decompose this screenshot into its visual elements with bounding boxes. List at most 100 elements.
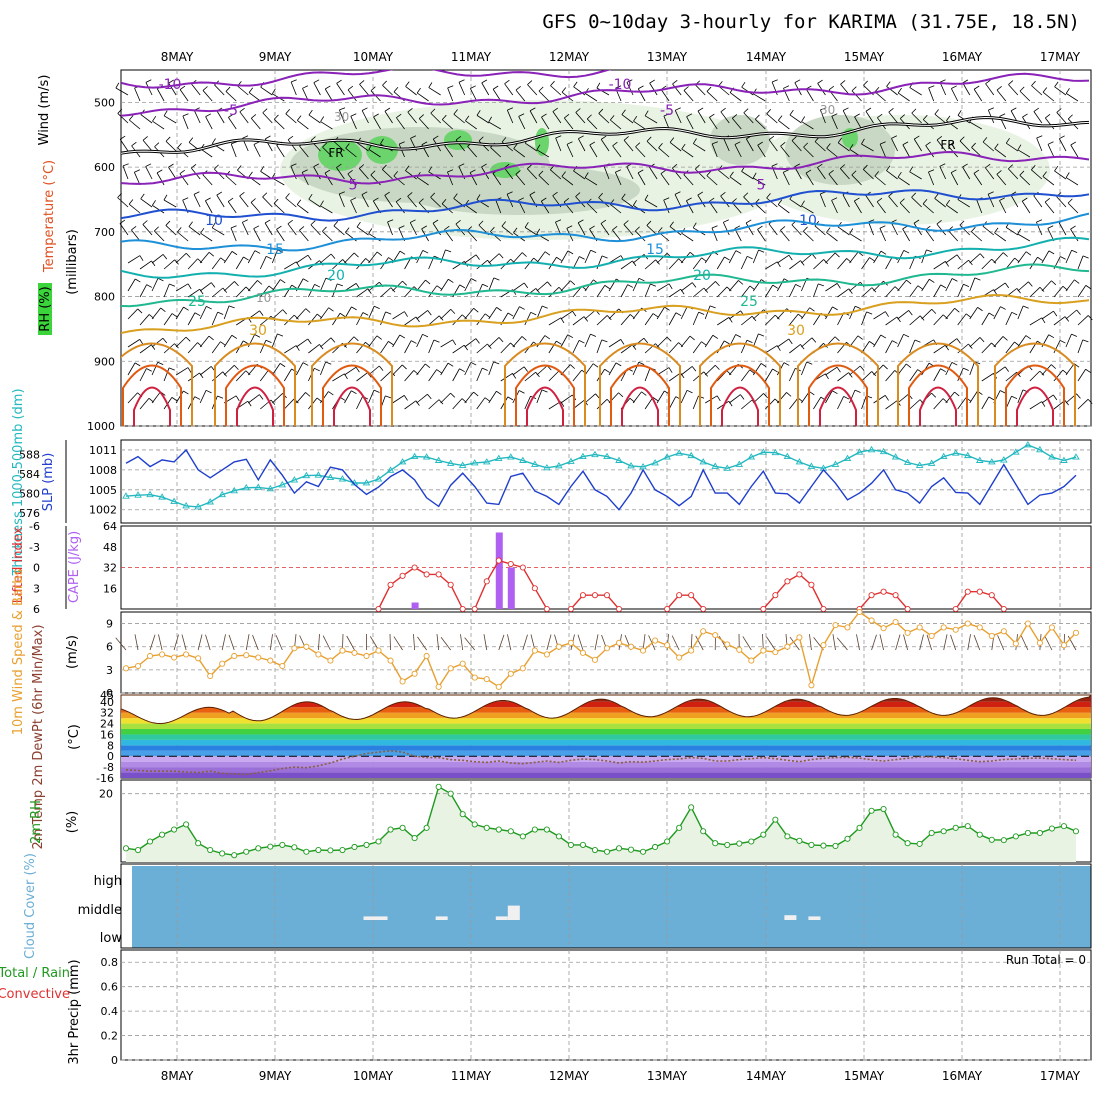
wind-barb	[711, 227, 718, 242]
li-tick-label: -6	[29, 520, 40, 533]
wind-barb	[563, 198, 570, 203]
rh2m-point	[808, 841, 815, 848]
wind-barb	[1041, 250, 1050, 264]
panel-frame	[120, 863, 1092, 949]
wind-barb	[1048, 334, 1055, 339]
wind-barb	[276, 145, 285, 158]
heat-contour	[919, 386, 957, 426]
wind-barb	[886, 81, 891, 87]
wind-barb	[885, 286, 896, 298]
wind-barb	[296, 308, 307, 320]
wind-barb	[211, 138, 216, 144]
thickness-point	[206, 498, 214, 505]
wind-barb	[913, 138, 922, 152]
rh2m-point	[1012, 833, 1019, 840]
wind-barb	[202, 90, 213, 102]
wind-barb	[1042, 91, 1055, 102]
wind-barb	[308, 313, 318, 326]
wind-speed-point	[471, 674, 478, 681]
wind-speed-point	[303, 643, 310, 650]
rh-shading	[535, 128, 549, 156]
wind-barb	[962, 79, 969, 84]
wind-barb	[548, 340, 557, 354]
wind-barb	[200, 232, 213, 242]
wind-barb	[152, 115, 157, 122]
wind-barb	[608, 362, 617, 376]
wind-barb	[879, 225, 886, 229]
wind-barb	[367, 288, 372, 294]
wind-barb	[168, 167, 177, 180]
wind-barb	[928, 85, 935, 89]
wind-barb	[928, 171, 935, 186]
wind-barb	[399, 250, 406, 255]
wind-barb	[541, 113, 547, 118]
wind-barb	[909, 399, 921, 410]
wind-barb	[336, 83, 345, 96]
rh2m-point	[495, 826, 502, 833]
wind-barb	[791, 140, 802, 152]
wind-barb	[777, 204, 790, 214]
wind-barb	[413, 634, 415, 651]
precip-tick-label: 0	[111, 1054, 118, 1067]
wind-speed-point	[519, 665, 526, 672]
wind-barb	[262, 112, 273, 124]
wind-barb	[899, 202, 910, 214]
wind-barb	[350, 116, 357, 130]
wind-barb	[609, 115, 615, 121]
wind-barb	[356, 288, 369, 298]
wind-barb	[308, 114, 321, 124]
wind-barb	[427, 393, 432, 400]
wind-barb	[820, 191, 826, 195]
thickness-point	[975, 456, 984, 463]
wind-barb	[842, 107, 849, 111]
wind-barb	[837, 396, 844, 410]
wind-barb	[873, 280, 884, 292]
wind-barb	[643, 337, 649, 344]
wind-barb	[1044, 198, 1051, 203]
isotherm-line	[121, 116, 1090, 154]
temp-tick-label: 40	[100, 696, 114, 709]
wind-barb	[478, 220, 484, 226]
wind-barb	[392, 395, 405, 404]
wind-barb	[709, 117, 718, 130]
wind-barb	[623, 140, 634, 152]
lifted-index-point	[615, 605, 623, 613]
wind-barb	[1019, 90, 1031, 102]
wind-barb	[752, 249, 759, 264]
wind-barb	[320, 337, 332, 348]
temp-color-band	[121, 739, 1091, 746]
wind-barb	[415, 400, 420, 406]
wind-barb	[836, 366, 841, 373]
wind-barb	[879, 228, 886, 242]
wind-barb	[632, 200, 637, 206]
wind-barb	[500, 342, 511, 354]
wind-barb	[235, 256, 244, 270]
wind-barb	[347, 169, 353, 175]
wind-barb	[765, 261, 778, 270]
wind-barb	[603, 165, 610, 180]
wind-barb	[382, 80, 387, 86]
wind-barb	[832, 634, 836, 651]
wind-barb	[1005, 137, 1010, 144]
wind-barb	[137, 308, 143, 314]
wind-barb	[1067, 635, 1077, 651]
wind-barb	[217, 395, 224, 399]
wind-barb	[801, 205, 814, 214]
wind-barb	[273, 203, 285, 214]
wind-barb	[428, 166, 433, 172]
wind-barb	[586, 118, 598, 130]
cape-tick-label: 48	[103, 541, 117, 554]
wind-speed-point	[159, 651, 166, 658]
wind-speed-point	[339, 647, 346, 654]
cape-axis-label: CAPE (J/kg)	[67, 531, 82, 603]
wind-barb	[996, 170, 1002, 175]
wind-barb	[424, 363, 431, 368]
wind-barb	[211, 227, 225, 236]
thickness-point	[386, 466, 395, 473]
wind-barb	[548, 257, 557, 270]
wind-barb	[156, 172, 165, 186]
wind-barb	[1020, 635, 1029, 651]
wind-barb	[610, 119, 622, 130]
wind-barb	[421, 141, 428, 146]
rh2m-point	[255, 845, 262, 852]
